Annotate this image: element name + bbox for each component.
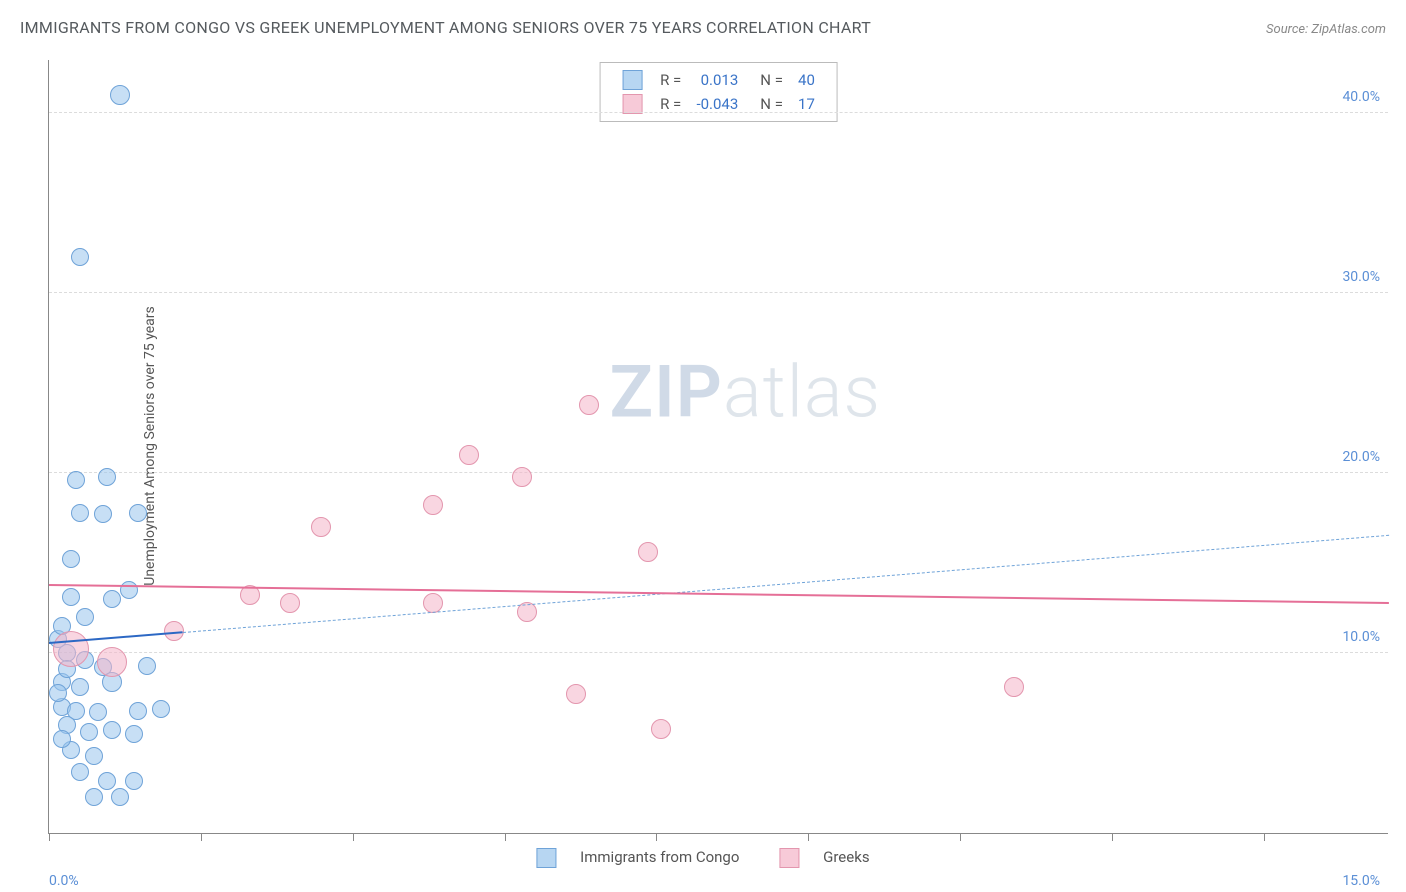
data-point [566,684,586,704]
data-point [71,678,89,696]
data-point [138,657,156,675]
data-point [49,684,67,702]
data-point [98,468,116,486]
data-point [98,772,116,790]
legend-label: Immigrants from Congo [580,848,739,866]
data-point [638,542,658,562]
x-tick [1112,833,1113,841]
data-point [651,719,671,739]
data-point [129,702,147,720]
data-point [94,505,112,523]
legend-item: Immigrants from Congo [526,848,749,866]
data-point [423,593,443,613]
legend-swatch [779,848,799,868]
data-point [76,608,94,626]
legend-item: Greeks [769,848,879,866]
data-point [62,550,80,568]
data-point [53,730,71,748]
watermark: ZIPatlas [610,350,882,435]
x-tick-label: 0.0% [49,873,79,889]
data-point [71,504,89,522]
data-point [71,763,89,781]
data-point [120,581,138,599]
data-point [71,248,89,266]
data-point [152,700,170,718]
gridline [49,112,1388,113]
data-point [111,788,129,806]
legend-swatch [622,70,642,90]
data-point [423,495,443,515]
data-point [512,467,532,487]
trend-line [183,535,1389,633]
x-tick [353,833,354,841]
data-point [85,788,103,806]
data-point [125,772,143,790]
x-tick [808,833,809,841]
gridline [49,292,1388,293]
y-tick-label: 30.0% [1342,269,1380,285]
x-tick [656,833,657,841]
x-tick [201,833,202,841]
legend-label: Greeks [823,848,869,866]
r-value: 0.013 [689,69,744,91]
data-point [110,85,130,105]
data-point [80,723,98,741]
r-label: R = [654,69,687,91]
y-tick-label: 40.0% [1342,89,1380,105]
y-tick-label: 20.0% [1342,449,1380,465]
x-tick [505,833,506,841]
x-tick [1264,833,1265,841]
data-point [129,504,147,522]
data-point [67,471,85,489]
data-point [97,647,127,677]
data-point [62,588,80,606]
data-point [53,631,89,667]
data-point [103,590,121,608]
scatter-chart: ZIPatlas R =0.013N =40R =-0.043N =17 10.… [48,60,1388,834]
n-label: N = [746,69,789,91]
data-point [280,593,300,613]
gridline [49,472,1388,473]
data-point [89,703,107,721]
data-point [85,747,103,765]
series-legend: Immigrants from Congo Greeks [516,848,889,868]
gridline [49,652,1388,653]
data-point [125,725,143,743]
x-tick [49,833,50,841]
n-value: 40 [791,69,821,91]
legend-swatch [536,848,556,868]
y-tick-label: 10.0% [1342,629,1380,645]
legend-row: R =0.013N =40 [616,69,821,91]
data-point [579,395,599,415]
source-label: Source: ZipAtlas.com [1266,22,1386,37]
data-point [103,721,121,739]
x-tick-label: 15.0% [1342,873,1380,889]
x-tick [960,833,961,841]
correlation-legend: R =0.013N =40R =-0.043N =17 [599,62,838,122]
data-point [459,445,479,465]
chart-title: IMMIGRANTS FROM CONGO VS GREEK UNEMPLOYM… [20,18,871,37]
data-point [1004,677,1024,697]
data-point [311,517,331,537]
